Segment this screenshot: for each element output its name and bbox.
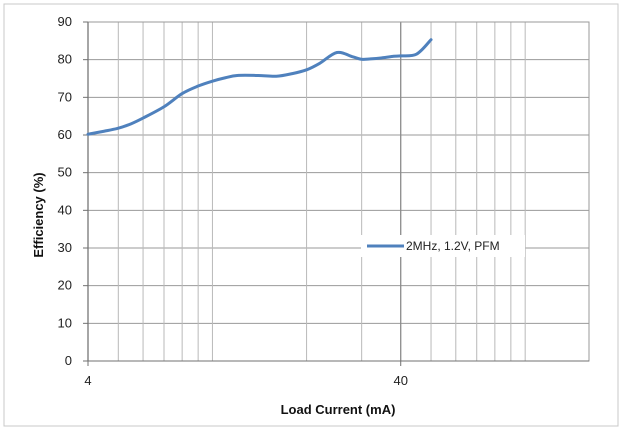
legend-entry-label: 2MHz, 1.2V, PFM — [406, 239, 500, 253]
x-tick-label-4: 4 — [84, 373, 91, 388]
y-tick-label-50: 50 — [58, 165, 72, 180]
y-tick-label-10: 10 — [58, 315, 72, 330]
y-tick-label-80: 80 — [58, 52, 72, 67]
chart-border — [3, 3, 619, 427]
y-tick-label-40: 40 — [58, 202, 72, 217]
y-tick-label-60: 60 — [58, 127, 72, 142]
tick-labels: 0 10 20 30 40 50 60 70 80 90 4 40 — [58, 14, 408, 388]
y-axis-title: Efficiency (%) — [31, 172, 46, 257]
y-tick-label-30: 30 — [58, 240, 72, 255]
series-layer — [86, 38, 433, 136]
y-tick-label-90: 90 — [58, 14, 72, 29]
x-tick-label-40: 40 — [393, 373, 407, 388]
legend: 2MHz, 1.2V, PFM — [361, 235, 525, 257]
y-tick-label-20: 20 — [58, 278, 72, 293]
y-tick-label-70: 70 — [58, 89, 72, 104]
axes — [83, 21, 590, 366]
y-tick-label-0: 0 — [65, 353, 72, 368]
series-line-0 — [86, 38, 433, 136]
x-axis-title: Load Current (mA) — [281, 402, 396, 417]
legend-box — [361, 235, 525, 257]
